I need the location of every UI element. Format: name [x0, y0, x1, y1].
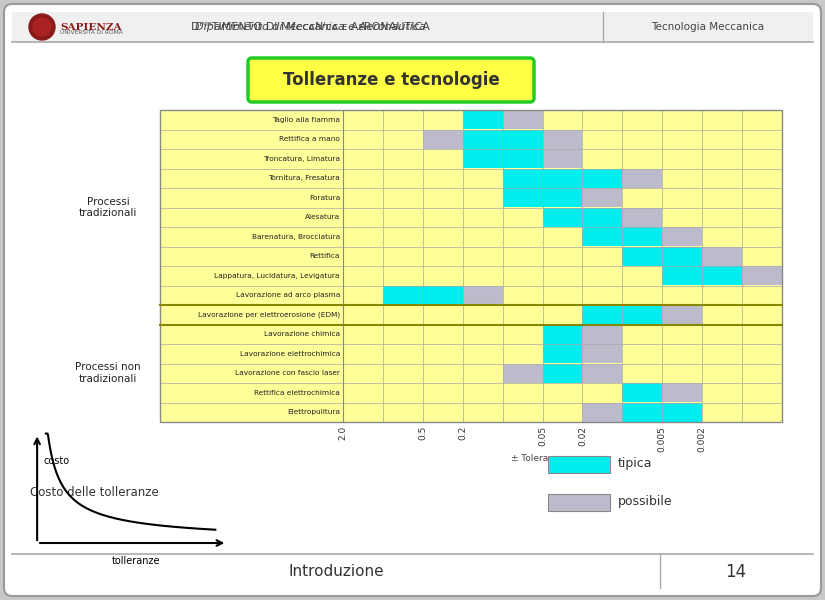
Text: Lavorazione con fascio laser: Lavorazione con fascio laser: [235, 370, 340, 376]
Bar: [702, 247, 742, 266]
Text: DᴵᴺᴿTIMENTO DI MᴇᴄᴄᴀNᴵᴄᴀ ᴇ AᴇRONAUTICA: DᴵᴺᴿTIMENTO DI MᴇᴄᴄᴀNᴵᴄᴀ ᴇ AᴇRONAUTICA: [191, 22, 430, 32]
Text: SAPIENZA: SAPIENZA: [60, 23, 121, 32]
Bar: [502, 188, 582, 207]
Bar: [160, 110, 782, 130]
Bar: [12, 12, 813, 42]
Bar: [502, 169, 622, 188]
Bar: [463, 130, 543, 149]
Bar: [548, 456, 610, 473]
Bar: [463, 286, 502, 305]
Bar: [423, 130, 463, 149]
Text: 0.5: 0.5: [418, 426, 427, 440]
Bar: [160, 169, 782, 188]
Bar: [543, 364, 582, 383]
Bar: [662, 266, 742, 285]
Bar: [160, 247, 782, 266]
Bar: [160, 130, 782, 149]
Bar: [543, 130, 582, 149]
Text: Dipartimento di Meccanica e Aeronautica: Dipartimento di Meccanica e Aeronautica: [195, 22, 426, 32]
Text: Processi
tradizionali: Processi tradizionali: [79, 197, 137, 218]
Bar: [160, 188, 782, 208]
Bar: [622, 169, 662, 188]
Text: 2.0: 2.0: [338, 426, 347, 440]
Text: Alesatura: Alesatura: [305, 214, 340, 220]
Text: Rettifica: Rettifica: [309, 253, 340, 259]
Bar: [502, 364, 543, 383]
Text: Introduzione: Introduzione: [288, 565, 384, 580]
Bar: [582, 305, 662, 324]
Bar: [160, 325, 782, 344]
Text: Rettifica a mano: Rettifica a mano: [279, 136, 340, 142]
Bar: [582, 364, 622, 383]
FancyBboxPatch shape: [4, 4, 821, 596]
Bar: [160, 149, 782, 169]
Bar: [160, 110, 782, 422]
Text: 0.02: 0.02: [578, 426, 587, 446]
Bar: [582, 403, 622, 422]
Bar: [543, 149, 582, 168]
Text: possibile: possibile: [618, 496, 672, 509]
Text: Lavorazione per elettroerosione (EDM): Lavorazione per elettroerosione (EDM): [198, 311, 340, 318]
Bar: [622, 403, 702, 422]
Bar: [662, 383, 702, 402]
Bar: [502, 110, 543, 129]
Bar: [160, 286, 782, 305]
Bar: [160, 305, 782, 325]
Text: Tolleranze e tecnologie: Tolleranze e tecnologie: [283, 71, 499, 89]
Text: tipica: tipica: [618, 457, 653, 470]
Text: UNIVERSITÀ DI ROMA: UNIVERSITÀ DI ROMA: [60, 30, 123, 35]
Bar: [543, 344, 582, 363]
Bar: [160, 383, 782, 403]
Bar: [160, 364, 782, 383]
Text: Processi non
tradizionali: Processi non tradizionali: [75, 362, 141, 384]
Bar: [582, 344, 622, 363]
Bar: [582, 325, 622, 344]
Bar: [160, 208, 782, 227]
Bar: [548, 494, 610, 511]
Text: Lavorazione chimica: Lavorazione chimica: [264, 331, 340, 337]
Text: Barenatura, Brocciatura: Barenatura, Brocciatura: [252, 234, 340, 240]
Bar: [160, 344, 782, 364]
Text: 0.005: 0.005: [658, 426, 667, 452]
Text: 0.05: 0.05: [538, 426, 547, 446]
Bar: [160, 227, 782, 247]
Text: Taglio alla fiamma: Taglio alla fiamma: [272, 117, 340, 123]
Circle shape: [33, 18, 51, 36]
Text: Tornitura, Fresatura: Tornitura, Fresatura: [268, 175, 340, 181]
Text: ± Tolerance, mm: ± Tolerance, mm: [511, 454, 587, 463]
Bar: [742, 266, 782, 285]
Text: 0.002: 0.002: [698, 426, 707, 452]
Text: costo: costo: [43, 456, 69, 466]
Bar: [622, 208, 662, 227]
Text: Tecnologia Meccanica: Tecnologia Meccanica: [652, 22, 765, 32]
Bar: [463, 110, 502, 129]
Text: Foratura: Foratura: [309, 195, 340, 201]
Text: Rettifica elettrochimica: Rettifica elettrochimica: [254, 390, 340, 396]
Bar: [662, 305, 702, 324]
Bar: [622, 383, 662, 402]
Bar: [543, 325, 582, 344]
Text: Lappatura, Lucidatura, Levigatura: Lappatura, Lucidatura, Levigatura: [214, 273, 340, 279]
Text: Lavorazione elettrochimica: Lavorazione elettrochimica: [239, 351, 340, 357]
FancyBboxPatch shape: [248, 58, 534, 102]
Text: Costo delle tolleranze: Costo delle tolleranze: [30, 485, 158, 499]
Text: 0.2: 0.2: [458, 426, 467, 440]
Text: Troncatura, Limatura: Troncatura, Limatura: [263, 156, 340, 162]
Bar: [160, 266, 782, 286]
Bar: [582, 188, 622, 207]
Bar: [383, 286, 463, 305]
Circle shape: [29, 14, 55, 40]
Bar: [463, 149, 543, 168]
Bar: [160, 403, 782, 422]
Text: tolleranze: tolleranze: [112, 556, 160, 566]
Bar: [662, 227, 702, 246]
Bar: [622, 247, 702, 266]
Text: Lavorazione ad arco plasma: Lavorazione ad arco plasma: [236, 292, 340, 298]
Text: Elettropulitura: Elettropulitura: [287, 409, 340, 415]
Text: 14: 14: [725, 563, 747, 581]
Bar: [543, 208, 622, 227]
Bar: [582, 227, 662, 246]
